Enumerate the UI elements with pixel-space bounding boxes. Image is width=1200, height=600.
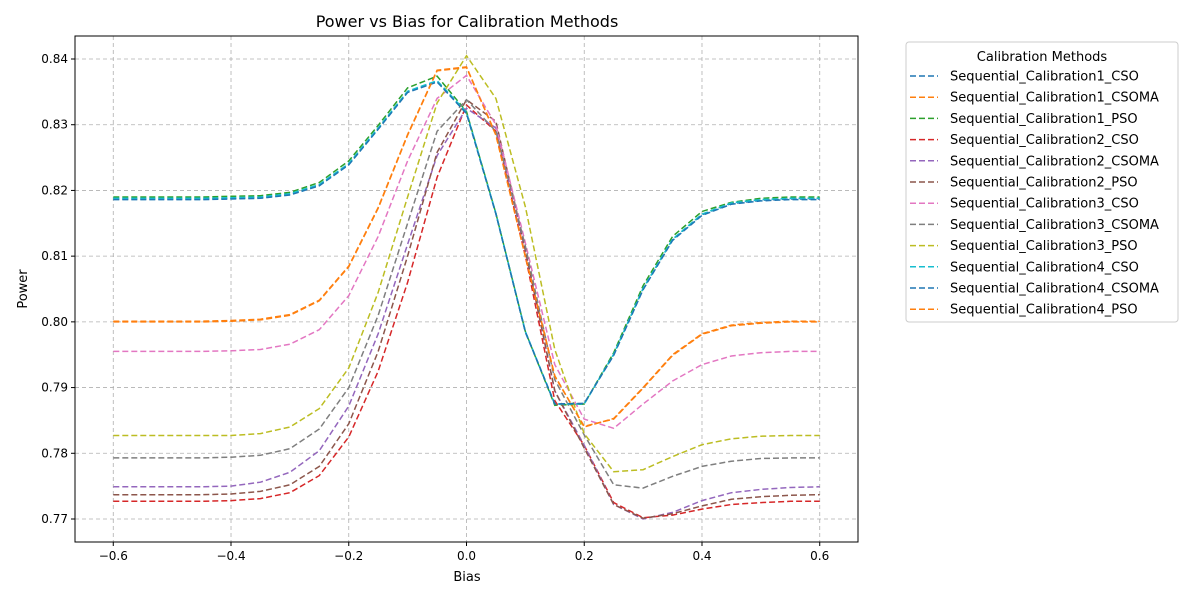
legend-entry: Sequential_Calibration3_CSO bbox=[910, 197, 1139, 212]
legend-label: Sequential_Calibration1_CSO bbox=[950, 70, 1139, 85]
legend-label: Sequential_Calibration2_CSOMA bbox=[950, 154, 1159, 169]
legend-entry: Sequential_Calibration1_PSO bbox=[910, 112, 1138, 127]
legend-label: Sequential_Calibration1_PSO bbox=[950, 112, 1138, 127]
legend-entry: Sequential_Calibration4_CSOMA bbox=[910, 282, 1159, 297]
series-layer bbox=[113, 54, 820, 520]
legend-entry: Sequential_Calibration1_CSO bbox=[910, 70, 1139, 85]
series-line bbox=[113, 107, 820, 520]
series-line bbox=[113, 81, 820, 405]
legend-entry: Sequential_Calibration2_CSO bbox=[910, 133, 1139, 148]
x-tick-label: 0.4 bbox=[692, 549, 711, 563]
grid-layer bbox=[75, 36, 858, 542]
legend-label: Sequential_Calibration4_PSO bbox=[950, 303, 1138, 318]
y-axis-label: Power bbox=[16, 269, 31, 309]
series-line bbox=[113, 66, 820, 428]
y-tick-label: 0.80 bbox=[41, 315, 68, 329]
series-line bbox=[113, 98, 820, 520]
series-line bbox=[113, 98, 820, 489]
legend-entry: Sequential_Calibration2_PSO bbox=[910, 176, 1138, 191]
y-tick-label: 0.82 bbox=[41, 183, 68, 197]
legend-box bbox=[905, 41, 1179, 323]
legend-entry: Sequential_Calibration3_PSO bbox=[910, 239, 1138, 254]
legend-entry: Sequential_Calibration4_CSO bbox=[910, 260, 1139, 275]
y-tick-label: 0.77 bbox=[41, 512, 68, 526]
legend-label: Sequential_Calibration2_CSO bbox=[950, 133, 1139, 148]
x-tick-label: 0.0 bbox=[457, 549, 476, 563]
series-line bbox=[113, 74, 820, 430]
legend-label: Sequential_Calibration3_CSOMA bbox=[950, 218, 1159, 233]
x-tick-label: −0.6 bbox=[99, 549, 128, 563]
legend-label: Sequential_Calibration1_CSOMA bbox=[950, 91, 1159, 106]
x-tick-label: 0.6 bbox=[810, 549, 829, 563]
legend-entry: Sequential_Calibration1_CSOMA bbox=[910, 91, 1159, 106]
legend-entry: Sequential_Calibration3_CSOMA bbox=[910, 218, 1159, 233]
y-tick-label: 0.83 bbox=[41, 118, 68, 132]
legend: Calibration Methods Sequential_Calibrati… bbox=[905, 41, 1179, 323]
series-line bbox=[113, 79, 820, 405]
y-axis-ticks: 0.77 0.78 0.79 0.80 0.81 0.82 0.83 0.84 bbox=[41, 52, 75, 526]
series-line bbox=[113, 103, 820, 519]
legend-label: Sequential_Calibration4_CSOMA bbox=[950, 282, 1159, 297]
legend-label: Sequential_Calibration3_PSO bbox=[950, 239, 1138, 254]
y-tick-label: 0.84 bbox=[41, 52, 68, 66]
legend-title: Calibration Methods bbox=[977, 50, 1108, 65]
series-line bbox=[113, 54, 820, 473]
legend-label: Sequential_Calibration2_PSO bbox=[950, 176, 1138, 191]
x-axis-label: Bias bbox=[453, 570, 480, 585]
x-tick-label: 0.2 bbox=[575, 549, 594, 563]
legend-entry: Sequential_Calibration2_CSOMA bbox=[910, 154, 1159, 169]
y-tick-label: 0.78 bbox=[41, 446, 68, 460]
y-tick-label: 0.79 bbox=[41, 381, 68, 395]
chart-title: Power vs Bias for Calibration Methods bbox=[316, 12, 619, 31]
y-tick-label: 0.81 bbox=[41, 249, 68, 263]
legend-entries: Sequential_Calibration1_CSO Sequential_Ca… bbox=[910, 70, 1159, 318]
legend-entry: Sequential_Calibration4_PSO bbox=[910, 303, 1138, 318]
legend-label: Sequential_Calibration4_CSO bbox=[950, 260, 1139, 275]
x-axis-ticks: −0.6 −0.4 −0.2 0.0 0.2 0.4 0.6 bbox=[99, 542, 829, 563]
x-tick-label: −0.4 bbox=[216, 549, 245, 563]
legend-label: Sequential_Calibration3_CSO bbox=[950, 197, 1139, 212]
x-tick-label: −0.2 bbox=[334, 549, 363, 563]
